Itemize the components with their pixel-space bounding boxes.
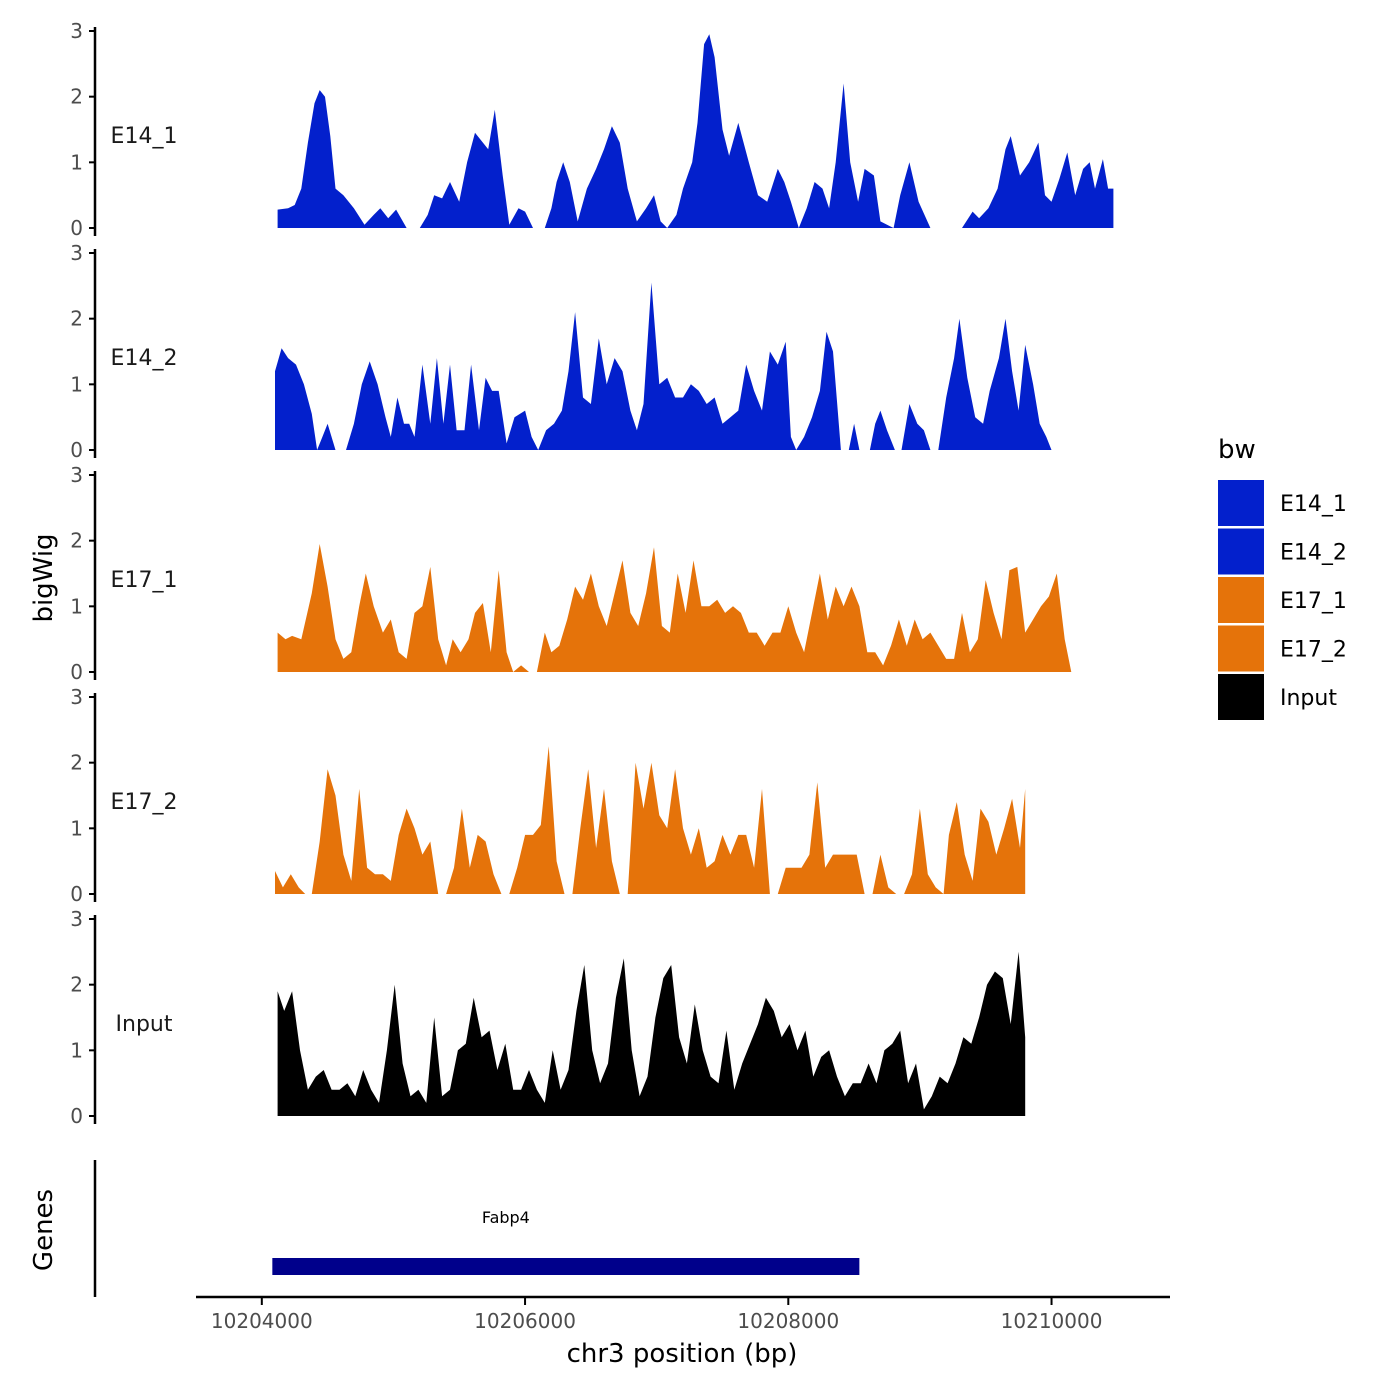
track-label: Input — [116, 1012, 173, 1037]
legend-entry-E14_2: E14_2 — [1218, 528, 1347, 575]
legend-swatch — [1218, 480, 1264, 526]
legend-title: bw — [1218, 435, 1256, 465]
x-tick-label: 10204000 — [211, 1309, 313, 1333]
x-tick-label: 10210000 — [1001, 1309, 1103, 1333]
legend-entry-E14_1: E14_1 — [1218, 480, 1347, 526]
legend-swatch — [1218, 674, 1264, 720]
y-tick-label: 0 — [70, 438, 83, 462]
x-tick-label: 10206000 — [474, 1309, 576, 1333]
track-E17_1: 0 1 2 3 E17_1 — [70, 463, 1072, 684]
genes-track: Fabp4 — [93, 1160, 860, 1297]
y-tick-label: 3 — [70, 463, 83, 487]
track-label: E14_2 — [111, 346, 178, 371]
track-label: E14_1 — [111, 124, 178, 149]
gene-label: Fabp4 — [482, 1208, 530, 1227]
y-tick-label: 2 — [70, 751, 83, 775]
y-tick-label: 3 — [70, 907, 83, 931]
x-axis-title: chr3 position (bp) — [567, 1339, 798, 1369]
y-tick-label: 0 — [70, 882, 83, 906]
coverage-area-E17_1 — [277, 544, 1072, 672]
legend-label: E14_1 — [1280, 492, 1347, 517]
track-E17_2: 0 1 2 3 E17_2 — [70, 685, 1026, 906]
y-tick-label: 1 — [70, 150, 83, 174]
y-tick-label: 3 — [70, 19, 83, 43]
track-Input: 0 1 2 3 Input — [70, 907, 1026, 1128]
legend-label: E17_1 — [1280, 589, 1347, 614]
track-E14_1: 0 1 2 3 E14_1 — [70, 19, 1114, 240]
legend-entry-E17_1: E17_1 — [1218, 577, 1347, 623]
y-tick-label: 3 — [70, 685, 83, 709]
legend: bw E14_1 E14_2 E17_1 E17_2 Input — [1218, 435, 1347, 720]
y-tick-label: 2 — [70, 85, 83, 109]
gene-body — [272, 1258, 860, 1275]
y-tick-label: 2 — [70, 973, 83, 997]
bigwig-tracks: 0 1 2 3 E14_1 0 1 2 3 E14_2 0 1 2 3 E17_1 0 1 2 3 E17_2 0 1 2 3… — [70, 19, 1114, 1128]
legend-label: Input — [1280, 686, 1337, 711]
genes-track-title: Genes — [29, 1189, 59, 1271]
y-tick-label: 1 — [70, 816, 83, 840]
y-axis-title: bigWig — [29, 533, 59, 622]
y-tick-label: 2 — [70, 529, 83, 553]
legend-entry-E17_2: E17_2 — [1218, 625, 1347, 672]
legend-swatch — [1218, 625, 1264, 672]
coverage-area-E14_2 — [275, 282, 1052, 450]
y-tick-label: 2 — [70, 307, 83, 331]
track-label: E17_2 — [111, 790, 178, 815]
y-tick-label: 1 — [70, 1038, 83, 1062]
legend-label: E14_2 — [1280, 541, 1347, 566]
legend-swatch — [1218, 528, 1264, 575]
y-tick-label: 0 — [70, 660, 83, 684]
y-tick-label: 0 — [70, 1104, 83, 1128]
legend-label: E17_2 — [1280, 638, 1347, 663]
track-label: E17_1 — [111, 568, 178, 593]
coverage-area-E17_2 — [275, 746, 1026, 894]
coverage-area-Input — [277, 951, 1026, 1116]
y-tick-label: 1 — [70, 594, 83, 618]
gene-Fabp4: Fabp4 — [272, 1208, 860, 1275]
x-tick-label: 10208000 — [737, 1309, 839, 1333]
y-tick-label: 0 — [70, 216, 83, 240]
y-tick-label: 3 — [70, 241, 83, 265]
coverage-area-E14_1 — [277, 34, 1114, 228]
legend-swatch — [1218, 577, 1264, 623]
track-E14_2: 0 1 2 3 E14_2 — [70, 241, 1052, 462]
legend-entry-Input: Input — [1218, 674, 1337, 720]
y-tick-label: 1 — [70, 372, 83, 396]
x-axis: 10204000 10206000 10208000 10210000 — [196, 1295, 1170, 1333]
